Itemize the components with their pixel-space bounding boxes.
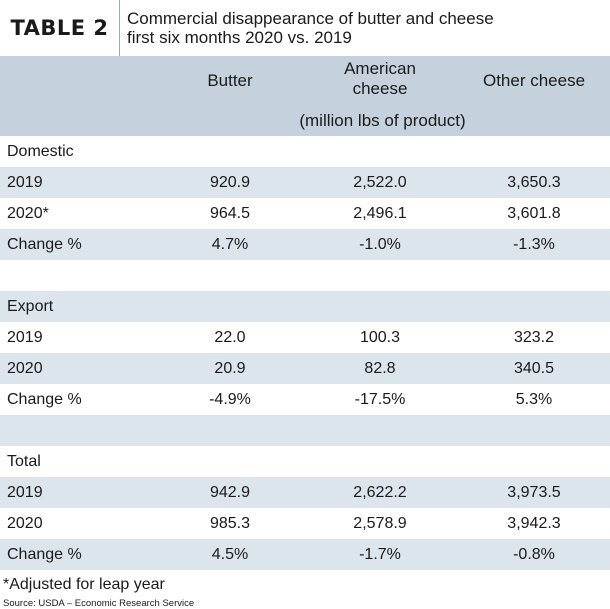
- unit-label: (million lbs of product): [299, 111, 466, 130]
- cell-other-cheese: -0.8%: [513, 546, 555, 563]
- cell-butter: 4.7%: [211, 236, 249, 253]
- row-label: 2019: [7, 484, 43, 501]
- table-row: 2019 920.9 2,522.0 3,650.3: [0, 167, 610, 198]
- cell-butter: 4.5%: [211, 546, 249, 563]
- column-header-band: Butter American cheese Other cheese (mil…: [0, 56, 610, 136]
- cell-butter: 20.9: [214, 360, 246, 377]
- cell-butter: 985.3: [209, 515, 251, 532]
- cell-other-cheese: -1.3%: [513, 236, 555, 253]
- row-label: 2019: [7, 329, 43, 346]
- table-row: Domestic: [0, 136, 610, 167]
- table-title: Commercial disappearance of butter and c…: [127, 9, 597, 47]
- table-row: Export: [0, 291, 610, 322]
- row-label: 2020: [7, 515, 43, 532]
- row-label: Domestic: [7, 143, 74, 160]
- table-row: 2019 942.9 2,622.2 3,973.5: [0, 477, 610, 508]
- row-label: Total: [7, 453, 41, 470]
- american-line-1: American: [344, 59, 416, 78]
- column-header-other-cheese: Other cheese: [482, 71, 586, 90]
- table-number: TABLE 2: [0, 0, 120, 56]
- table-row: Change % 4.5% -1.7% -0.8%: [0, 539, 610, 570]
- cell-american-cheese: 2,496.1: [353, 205, 407, 222]
- cell-butter: 964.5: [209, 205, 251, 222]
- cell-american-cheese: -1.7%: [359, 546, 401, 563]
- table-row: [0, 260, 610, 291]
- title-line-2: first six months 2020 vs. 2019: [127, 28, 352, 47]
- cell-other-cheese: 5.3%: [515, 391, 553, 408]
- cell-other-cheese: 3,601.8: [507, 205, 561, 222]
- table-row: [0, 415, 610, 446]
- table-row: 2020* 964.5 2,496.1 3,601.8: [0, 198, 610, 229]
- table-row: 2020 985.3 2,578.9 3,942.3: [0, 508, 610, 539]
- table-row: Change % -4.9% -17.5% 5.3%: [0, 384, 610, 415]
- footnote: *Adjusted for leap year: [3, 576, 165, 593]
- table-row: 2020 20.9 82.8 340.5: [0, 353, 610, 384]
- row-label: Change %: [7, 391, 82, 408]
- cell-american-cheese: 2,622.2: [353, 484, 407, 501]
- cell-other-cheese: 3,973.5: [507, 484, 561, 501]
- table-row: Total: [0, 446, 610, 477]
- cell-american-cheese: 2,578.9: [353, 515, 407, 532]
- cell-american-cheese: -1.0%: [359, 236, 401, 253]
- table-header: TABLE 2 Commercial disappearance of butt…: [0, 0, 610, 57]
- table-row: Change % 4.7% -1.0% -1.3%: [0, 229, 610, 260]
- column-header-american-cheese: American cheese: [320, 59, 440, 99]
- cell-other-cheese: 323.2: [513, 329, 555, 346]
- cell-american-cheese: 82.8: [364, 360, 396, 377]
- row-label: 2019: [7, 174, 43, 191]
- cell-butter: 22.0: [214, 329, 246, 346]
- cell-butter: 920.9: [209, 174, 251, 191]
- row-label: Export: [7, 298, 54, 315]
- cell-american-cheese: -17.5%: [354, 391, 406, 408]
- table-row: 2019 22.0 100.3 323.2: [0, 322, 610, 353]
- title-line-1: Commercial disappearance of butter and c…: [127, 9, 494, 28]
- cell-other-cheese: 340.5: [513, 360, 555, 377]
- source-note: Source: USDA – Economic Research Service: [3, 598, 195, 609]
- american-line-2: cheese: [352, 79, 408, 98]
- row-label: Change %: [7, 236, 82, 253]
- row-label: 2020: [7, 360, 43, 377]
- cell-butter: -4.9%: [209, 391, 251, 408]
- cell-other-cheese: 3,650.3: [507, 174, 561, 191]
- row-label: Change %: [7, 546, 82, 563]
- cell-other-cheese: 3,942.3: [507, 515, 561, 532]
- cell-american-cheese: 100.3: [359, 329, 401, 346]
- column-header-butter: Butter: [207, 71, 253, 90]
- cell-american-cheese: 2,522.0: [353, 174, 407, 191]
- row-label: 2020*: [7, 205, 49, 222]
- cell-butter: 942.9: [209, 484, 251, 501]
